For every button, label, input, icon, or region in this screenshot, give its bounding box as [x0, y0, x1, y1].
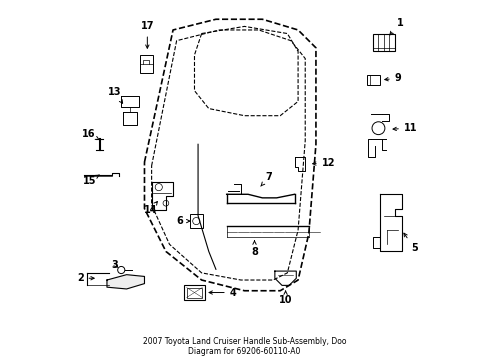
Text: 1: 1	[389, 18, 403, 35]
Text: 10: 10	[278, 291, 292, 305]
Text: 13: 13	[108, 87, 122, 103]
Text: 2: 2	[77, 273, 94, 283]
Text: 15: 15	[82, 175, 99, 186]
Bar	[140, 55, 152, 73]
Bar	[189, 214, 203, 228]
Bar	[183, 285, 205, 300]
Bar	[366, 75, 379, 85]
Text: 11: 11	[392, 123, 416, 133]
Text: 16: 16	[82, 129, 99, 140]
Text: 14: 14	[143, 202, 157, 215]
Text: 2007 Toyota Land Cruiser Handle Sub-Assembly, Doo
Diagram for 69206-60110-A0: 2007 Toyota Land Cruiser Handle Sub-Asse…	[142, 337, 346, 356]
Text: 5: 5	[403, 233, 417, 253]
Text: 3: 3	[112, 260, 118, 270]
Text: 9: 9	[384, 73, 401, 83]
Text: 8: 8	[250, 241, 257, 257]
Text: 6: 6	[176, 216, 189, 226]
Text: 7: 7	[260, 172, 272, 186]
Bar	[372, 35, 394, 50]
Text: 17: 17	[140, 21, 154, 48]
Bar	[186, 288, 202, 297]
Text: 12: 12	[312, 158, 334, 168]
Text: 4: 4	[209, 288, 236, 297]
Polygon shape	[107, 275, 144, 289]
